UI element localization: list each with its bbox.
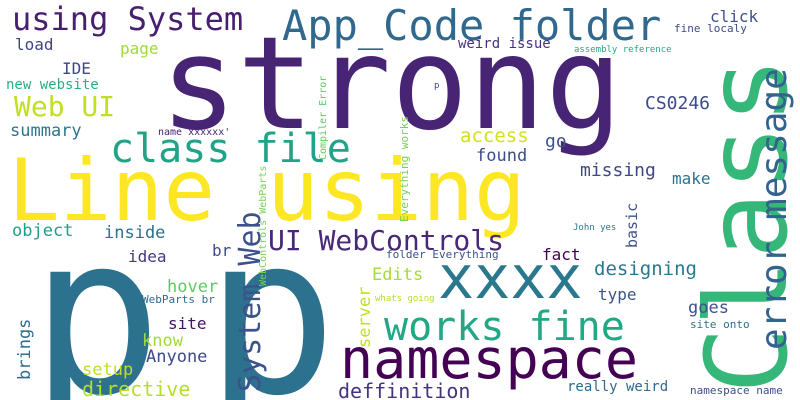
word-know: know [142,331,184,351]
word-load: load [15,35,54,54]
word-hover: hover [167,277,218,297]
word-summary: summary [10,121,82,141]
word-edits: Edits [372,265,423,285]
word-really-weird: really weird [567,379,668,395]
word-site: site [168,314,207,333]
word-found: found [476,146,527,166]
word-webparts-br: WebParts br [142,293,215,306]
word-goes: goes [688,298,729,318]
word-weird-issue: weird issue [458,36,551,52]
word-missing: missing [580,160,656,181]
word-p-large: p [205,188,337,400]
word-object: object [12,221,73,241]
word-inside: inside [104,223,165,243]
word-works-fine: works fine [384,304,625,350]
word-class: Class [683,57,800,394]
word-server: server [355,287,375,348]
word-designing: designing [594,258,697,280]
word-type: type [598,285,637,304]
word-p-small: p [434,81,439,91]
word-cs0246: CS0246 [645,93,710,114]
word-web-ui: Web UI [14,90,115,123]
word-fact: fact [542,245,581,264]
word-directive: directive [82,377,190,400]
word-click: click [710,7,759,26]
word-whats-going: whats going [375,294,435,304]
word-everything-works: Everything works [398,116,411,222]
word-anyone: Anyone [146,347,207,367]
word-br: br [212,241,232,260]
word-john-yes: John yes [573,223,616,233]
word-go: go [545,131,567,152]
word-p-large: p [30,188,162,400]
word-brings: brings [15,319,35,380]
word-namespace-name: namespace name [690,384,783,397]
word-basic: basic [623,203,641,248]
word-folder-everything: folder Everything [386,248,499,261]
word-name-xxxxxx: name xxxxxx' [158,127,230,138]
word-site-onto: site onto [690,318,750,331]
word-strong: strong [160,10,622,159]
word-access: access [460,125,529,147]
word-page: page [120,39,159,58]
word-error-message: error message [754,68,795,350]
word-ui-webcontrols: UI WebControls [268,224,504,257]
word-line-using: Line using [8,141,526,241]
word-namespace: namespace [340,327,638,391]
word-compiler-error: Compiler Error [318,76,329,160]
word-ide: IDE [62,59,91,78]
word-idea: idea [128,247,167,266]
word-assembly-reference: assembly reference [574,45,672,55]
word-setup: setup [82,360,133,380]
word-deffinition: deffinition [338,379,470,400]
word-new-website: new website [6,77,99,93]
word-xxxx: xxxx [438,243,583,313]
word-app-code-folder: App_Code folder [282,1,661,50]
word-make: make [672,169,711,188]
word-webcontrols-webparts: WebControls WebParts [258,166,269,286]
word-class-file: class file [110,126,351,172]
word-system-web: System Web [233,211,268,392]
word-fine-localy: fine localy [674,22,747,35]
word-using-system: using System [12,0,243,38]
